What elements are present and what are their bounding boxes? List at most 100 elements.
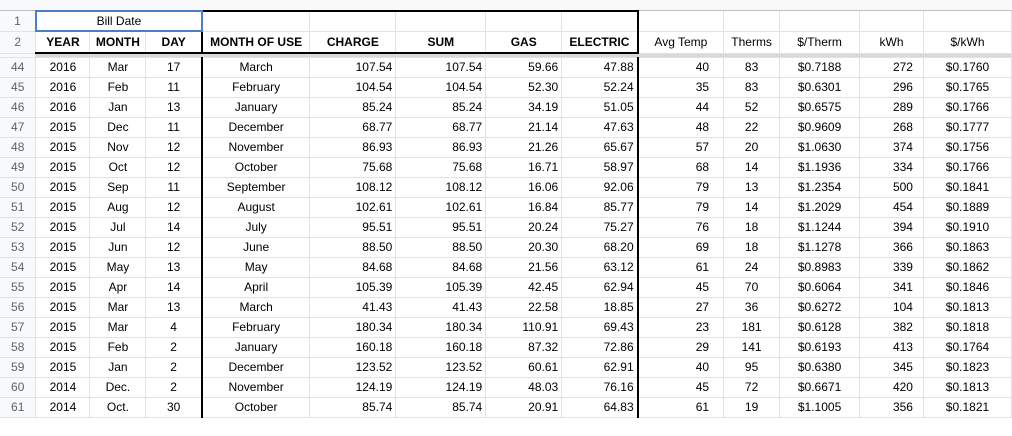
empty-cell[interactable]: [485, 10, 563, 32]
per-kwh-cell[interactable]: $0.1766: [923, 157, 1012, 178]
gas-cell[interactable]: 48.03: [485, 377, 563, 398]
gas-cell[interactable]: 110.91: [485, 317, 563, 338]
sum-cell[interactable]: 68.77: [395, 117, 487, 138]
kwh-header[interactable]: kWh: [859, 31, 924, 54]
month-cell[interactable]: Aug: [89, 197, 147, 218]
month-of-use-cell[interactable]: May: [200, 257, 311, 278]
empty-cell[interactable]: [561, 10, 639, 32]
per-kwh-cell[interactable]: $0.1764: [923, 337, 1012, 358]
empty-cell[interactable]: [395, 10, 487, 32]
month-of-use-cell[interactable]: December: [200, 117, 311, 138]
month-cell[interactable]: Mar: [89, 317, 147, 338]
electric-cell[interactable]: 47.63: [561, 117, 639, 138]
day-cell[interactable]: 4: [145, 317, 203, 338]
charge-cell[interactable]: 75.68: [309, 157, 397, 178]
gas-cell[interactable]: 60.61: [485, 357, 563, 378]
kwh-cell[interactable]: 382: [859, 317, 924, 338]
per-kwh-cell[interactable]: $0.1862: [923, 257, 1012, 278]
avg-temp-cell[interactable]: 57: [637, 137, 725, 158]
day-cell[interactable]: 11: [145, 117, 203, 138]
per-therm-cell[interactable]: $0.6671: [779, 377, 861, 398]
year-cell[interactable]: 2015: [35, 157, 91, 178]
day-cell[interactable]: 12: [145, 137, 203, 158]
electric-cell[interactable]: 65.67: [561, 137, 639, 158]
kwh-cell[interactable]: 394: [859, 217, 924, 238]
row-number[interactable]: 45: [0, 77, 37, 98]
therms-cell[interactable]: 70: [723, 277, 781, 298]
gas-cell[interactable]: 20.30: [485, 237, 563, 258]
sum-cell[interactable]: 95.51: [395, 217, 487, 238]
avg-temp-cell[interactable]: 68: [637, 157, 725, 178]
day-cell[interactable]: 17: [145, 57, 203, 78]
per-therm-cell[interactable]: $1.0630: [779, 137, 861, 158]
month-of-use-cell[interactable]: December: [200, 357, 311, 378]
empty-cell[interactable]: [779, 11, 861, 32]
avg-temp-cell[interactable]: 61: [637, 397, 725, 418]
year-cell[interactable]: 2016: [35, 77, 91, 98]
row-number[interactable]: 59: [0, 357, 37, 378]
month-of-use-cell[interactable]: April: [200, 277, 311, 298]
month-of-use-cell[interactable]: July: [200, 217, 311, 238]
month-cell[interactable]: Apr: [89, 277, 147, 298]
per-therm-cell[interactable]: $0.8983: [779, 257, 861, 278]
month-of-use-cell[interactable]: October: [200, 397, 311, 418]
day-header[interactable]: DAY: [145, 31, 203, 54]
charge-cell[interactable]: 84.68: [309, 257, 397, 278]
per-kwh-cell[interactable]: $0.1756: [923, 137, 1012, 158]
year-cell[interactable]: 2015: [35, 197, 91, 218]
sum-cell[interactable]: 123.52: [395, 357, 487, 378]
gas-cell[interactable]: 21.56: [485, 257, 563, 278]
per-therm-cell[interactable]: $1.1244: [779, 217, 861, 238]
therms-cell[interactable]: 19: [723, 397, 781, 418]
charge-cell[interactable]: 123.52: [309, 357, 397, 378]
kwh-cell[interactable]: 272: [859, 57, 924, 78]
avg-temp-cell[interactable]: 79: [637, 177, 725, 198]
therms-cell[interactable]: 20: [723, 137, 781, 158]
electric-cell[interactable]: 85.77: [561, 197, 639, 218]
gas-cell[interactable]: 34.19: [485, 97, 563, 118]
row-number[interactable]: 1: [0, 11, 37, 32]
day-cell[interactable]: 11: [145, 77, 203, 98]
therms-cell[interactable]: 36: [723, 297, 781, 318]
empty-cell[interactable]: [723, 11, 781, 32]
month-cell[interactable]: Feb: [89, 77, 147, 98]
row-number[interactable]: 44: [0, 57, 37, 78]
per-kwh-cell[interactable]: $0.1818: [923, 317, 1012, 338]
gas-cell[interactable]: 16.06: [485, 177, 563, 198]
year-cell[interactable]: 2016: [35, 57, 91, 78]
month-of-use-cell[interactable]: August: [200, 197, 311, 218]
charge-cell[interactable]: 160.18: [309, 337, 397, 358]
row-number[interactable]: 53: [0, 237, 37, 258]
avg-temp-cell[interactable]: 45: [637, 277, 725, 298]
charge-cell[interactable]: 88.50: [309, 237, 397, 258]
month-cell[interactable]: Jun: [89, 237, 147, 258]
kwh-cell[interactable]: 366: [859, 237, 924, 258]
per-therm-cell[interactable]: $0.6380: [779, 357, 861, 378]
day-cell[interactable]: 13: [145, 97, 203, 118]
empty-cell[interactable]: [200, 10, 311, 32]
kwh-cell[interactable]: 296: [859, 77, 924, 98]
avg-temp-cell[interactable]: 76: [637, 217, 725, 238]
month-cell[interactable]: Dec.: [89, 377, 147, 398]
per-kwh-header[interactable]: $/kWh: [923, 31, 1012, 54]
electric-cell[interactable]: 18.85: [561, 297, 639, 318]
per-therm-cell[interactable]: $0.6193: [779, 337, 861, 358]
row-number[interactable]: 61: [0, 397, 37, 418]
electric-header[interactable]: ELECTRIC: [561, 31, 639, 54]
kwh-cell[interactable]: 289: [859, 97, 924, 118]
year-cell[interactable]: 2015: [35, 137, 91, 158]
day-cell[interactable]: 2: [145, 337, 203, 358]
gas-cell[interactable]: 87.32: [485, 337, 563, 358]
row-number[interactable]: 58: [0, 337, 37, 358]
sum-cell[interactable]: 86.93: [395, 137, 487, 158]
per-kwh-cell[interactable]: $0.1910: [923, 217, 1012, 238]
kwh-cell[interactable]: 104: [859, 297, 924, 318]
avg-temp-cell[interactable]: 61: [637, 257, 725, 278]
electric-cell[interactable]: 76.16: [561, 377, 639, 398]
year-cell[interactable]: 2014: [35, 397, 91, 418]
month-cell[interactable]: Oct.: [89, 397, 147, 418]
sum-cell[interactable]: 104.54: [395, 77, 487, 98]
month-of-use-cell[interactable]: January: [200, 337, 311, 358]
day-cell[interactable]: 2: [145, 357, 203, 378]
day-cell[interactable]: 14: [145, 277, 203, 298]
